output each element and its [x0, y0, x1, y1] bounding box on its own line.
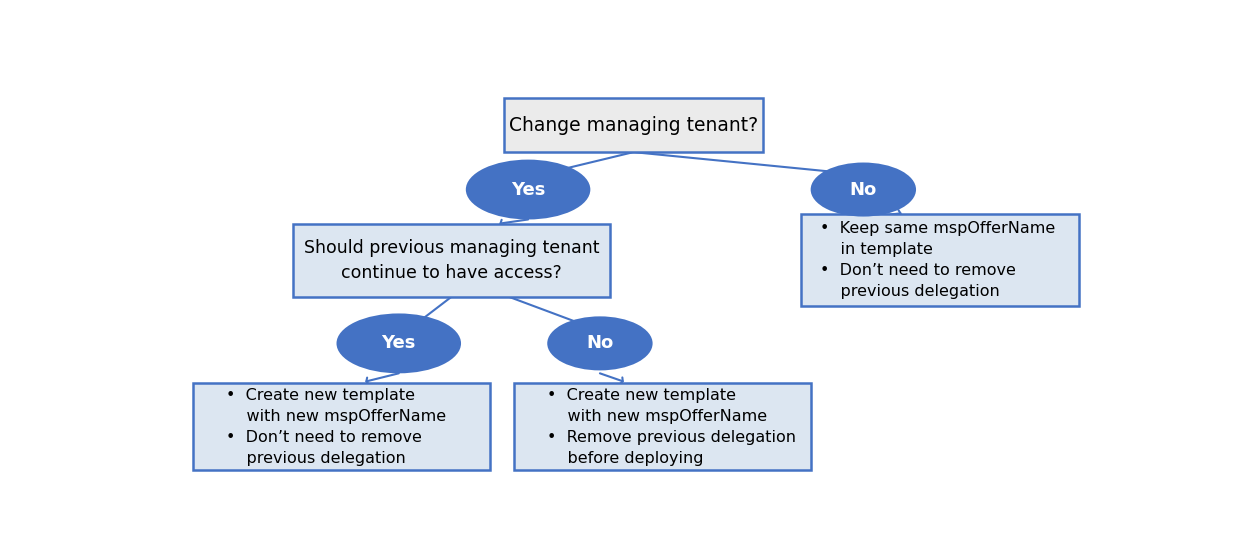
- FancyBboxPatch shape: [504, 98, 763, 152]
- Text: Yes: Yes: [382, 334, 417, 353]
- Text: No: No: [586, 334, 613, 353]
- Text: Change managing tenant?: Change managing tenant?: [509, 116, 758, 134]
- Text: •  Create new template
    with new mspOfferName
•  Don’t need to remove
    pre: • Create new template with new mspOfferN…: [226, 388, 446, 465]
- FancyBboxPatch shape: [801, 214, 1079, 306]
- Ellipse shape: [336, 313, 461, 373]
- Text: •  Keep same mspOfferName
    in template
•  Don’t need to remove
    previous d: • Keep same mspOfferName in template • D…: [821, 221, 1056, 299]
- FancyBboxPatch shape: [514, 383, 811, 470]
- FancyBboxPatch shape: [293, 224, 609, 296]
- Text: •  Create new template
    with new mspOfferName
•  Remove previous delegation
 : • Create new template with new mspOfferN…: [548, 388, 796, 465]
- Ellipse shape: [466, 160, 591, 219]
- Text: Should previous managing tenant
continue to have access?: Should previous managing tenant continue…: [304, 239, 599, 282]
- Ellipse shape: [811, 163, 916, 217]
- Ellipse shape: [548, 316, 653, 370]
- Text: No: No: [849, 180, 878, 199]
- Text: Yes: Yes: [510, 180, 545, 199]
- FancyBboxPatch shape: [193, 383, 489, 470]
